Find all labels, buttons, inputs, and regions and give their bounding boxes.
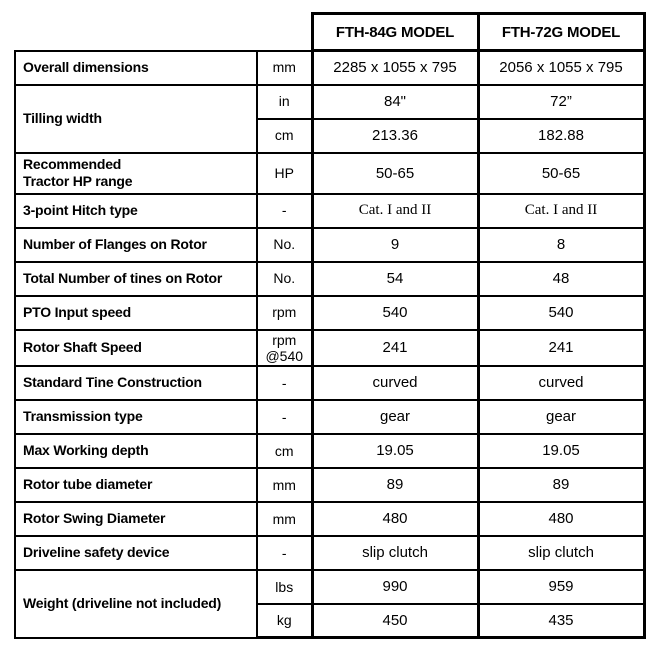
spec-value-fth72g: 2056 x 1055 x 795: [476, 49, 646, 86]
column-header-fth-72g: FTH-72G MODEL: [476, 12, 646, 52]
spec-label: Rotor Swing Diameter: [14, 500, 258, 537]
row-rotor-shaft-speed: Rotor Shaft Speed rpm @540 241 241: [14, 328, 646, 367]
row-overall-dimensions: Overall dimensions mm 2285 x 1055 x 795 …: [14, 49, 646, 86]
row-tractor-hp-range: Recommended Tractor HP range HP 50-65 50…: [14, 151, 646, 195]
spec-value-fth84g: 450: [310, 602, 479, 640]
spec-label: Number of Flanges on Rotor: [14, 226, 258, 263]
spec-label: Driveline safety device: [14, 534, 258, 571]
spec-value-fth84g: 990: [310, 568, 479, 605]
spec-value-fth72g: 480: [476, 500, 646, 537]
spec-unit: mm: [256, 466, 313, 503]
spec-sheet: FTH-84G MODEL FTH-72G MODEL Overall dime…: [14, 12, 646, 640]
spec-value-fth72g: slip clutch: [476, 534, 646, 571]
spec-value-fth84g: Cat. I and II: [310, 192, 479, 229]
spec-value-fth72g: 50-65: [476, 151, 646, 195]
header-row: FTH-84G MODEL FTH-72G MODEL: [15, 12, 646, 52]
row-tilling-width-in: Tilling width in 84" 72”: [14, 83, 646, 154]
spec-label: Recommended Tractor HP range: [14, 151, 258, 195]
spec-value-fth72g: 182.88: [476, 117, 646, 154]
spec-unit: rpm: [256, 294, 313, 331]
row-rotor-swing-diameter: Rotor Swing Diameter mm 480 480: [14, 500, 646, 537]
spec-label: Total Number of tines on Rotor: [14, 260, 258, 297]
spec-unit: rpm @540: [256, 328, 313, 367]
spec-table: FTH-84G MODEL FTH-72G MODEL Overall dime…: [14, 12, 646, 640]
row-tilling-width-cm: cm 213.36 182.88: [15, 117, 646, 154]
spec-value-fth84g: 213.36: [310, 117, 479, 154]
spec-value-fth84g: 54: [310, 260, 479, 297]
spec-value-fth84g: 84": [310, 83, 479, 120]
spec-unit: cm: [256, 432, 313, 469]
spec-value-fth72g: 540: [476, 294, 646, 331]
spec-label: Tilling width: [14, 83, 258, 154]
spec-value-fth72g: curved: [476, 364, 646, 401]
spec-unit: -: [256, 398, 313, 435]
spec-value-fth84g: 540: [310, 294, 479, 331]
spec-value-fth84g: 480: [310, 500, 479, 537]
spec-value-fth72g: 8: [476, 226, 646, 263]
spec-value-fth84g: 19.05: [310, 432, 479, 469]
spec-unit: No.: [256, 260, 313, 297]
spec-value-fth72g: 48: [476, 260, 646, 297]
spec-value-fth72g: 19.05: [476, 432, 646, 469]
spec-unit: mm: [256, 500, 313, 537]
row-tine-construction: Standard Tine Construction - curved curv…: [14, 364, 646, 401]
spec-label: Weight (driveline not included): [14, 568, 258, 639]
row-hitch-type: 3-point Hitch type - Cat. I and II Cat. …: [14, 192, 646, 229]
spec-unit: lbs: [256, 568, 313, 605]
spec-value-fth72g: 72”: [476, 83, 646, 120]
spec-label: Max Working depth: [14, 432, 258, 469]
spec-unit: kg: [256, 602, 313, 640]
row-max-working-depth: Max Working depth cm 19.05 19.05: [14, 432, 646, 469]
spec-value-fth84g: 9: [310, 226, 479, 263]
row-transmission-type: Transmission type - gear gear: [14, 398, 646, 435]
row-weight-lbs: Weight (driveline not included) lbs 990 …: [14, 568, 646, 639]
row-weight-kg: kg 450 435: [15, 602, 646, 640]
spec-value-fth72g: 959: [476, 568, 646, 605]
row-rotor-tube-diameter: Rotor tube diameter mm 89 89: [14, 466, 646, 503]
spec-label: Rotor Shaft Speed: [14, 328, 258, 367]
spec-value-fth72g: Cat. I and II: [476, 192, 646, 229]
header-blank-cell: [15, 14, 312, 51]
spec-unit: -: [256, 534, 313, 571]
row-driveline-safety-device: Driveline safety device - slip clutch sl…: [14, 534, 646, 571]
spec-value-fth84g: 2285 x 1055 x 795: [310, 49, 479, 86]
spec-unit: mm: [256, 49, 313, 86]
spec-label: Standard Tine Construction: [14, 364, 258, 401]
spec-value-fth84g: curved: [310, 364, 479, 401]
spec-label: Rotor tube diameter: [14, 466, 258, 503]
spec-label: Overall dimensions: [14, 49, 258, 86]
spec-unit: in: [256, 83, 313, 120]
row-flanges-on-rotor: Number of Flanges on Rotor No. 9 8: [14, 226, 646, 263]
spec-unit: -: [256, 192, 313, 229]
row-pto-input-speed: PTO Input speed rpm 540 540: [14, 294, 646, 331]
spec-value-fth84g: 89: [310, 466, 479, 503]
spec-value-fth84g: slip clutch: [310, 534, 479, 571]
spec-value-fth84g: 241: [310, 328, 479, 367]
spec-value-fth84g: 50-65: [310, 151, 479, 195]
spec-unit: HP: [256, 151, 313, 195]
spec-unit: cm: [256, 117, 313, 154]
spec-label: 3-point Hitch type: [14, 192, 258, 229]
spec-value-fth72g: 435: [476, 602, 646, 640]
spec-value-fth72g: gear: [476, 398, 646, 435]
spec-value-fth72g: 89: [476, 466, 646, 503]
spec-value-fth72g: 241: [476, 328, 646, 367]
spec-unit: No.: [256, 226, 313, 263]
row-tines-on-rotor: Total Number of tines on Rotor No. 54 48: [14, 260, 646, 297]
spec-value-fth84g: gear: [310, 398, 479, 435]
spec-unit: -: [256, 364, 313, 401]
spec-label: PTO Input speed: [14, 294, 258, 331]
column-header-fth-84g: FTH-84G MODEL: [310, 12, 480, 52]
spec-label: Transmission type: [14, 398, 258, 435]
